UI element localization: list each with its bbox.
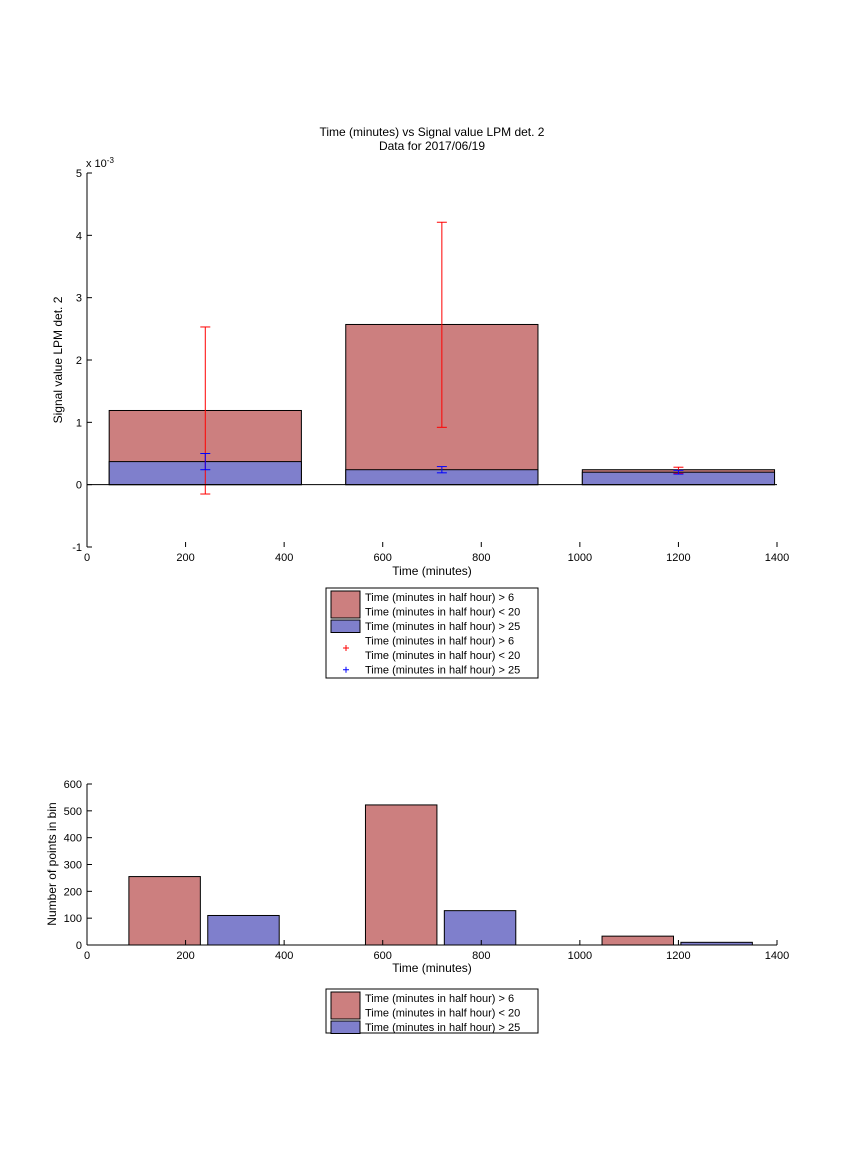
x-axis-label: Time (minutes) xyxy=(392,564,472,578)
legend-box-2 xyxy=(325,988,539,1034)
y-tick-label: 4 xyxy=(76,230,82,242)
signal-chart: Time (minutes) vs Signal value LPM det. … xyxy=(51,125,789,679)
count-bar xyxy=(601,935,674,946)
legend-swatch xyxy=(330,991,361,1020)
legend-swatch xyxy=(330,1020,361,1034)
y-exponent-label: -3 xyxy=(107,156,115,165)
chart-subtitle: Data for 2017/06/19 xyxy=(379,139,485,153)
legend-label: Time (minutes in half hour) > 6 xyxy=(365,993,514,1005)
y-axis-label-2: Number of points in bin xyxy=(45,802,59,925)
bottom-x-tick-label: 1000 xyxy=(568,950,592,962)
chart-title: Time (minutes) vs Signal value LPM det. … xyxy=(320,125,545,139)
bottom-x-tick-label: 0 xyxy=(84,950,90,962)
x-tick-label: 800 xyxy=(472,552,490,564)
x-tick-label: 1200 xyxy=(666,552,690,564)
x-tick-label: 0 xyxy=(84,552,90,564)
y-axis-label: Signal value LPM det. 2 xyxy=(51,296,65,423)
legend-label: Time (minutes in half hour) < 20 xyxy=(365,607,520,619)
y-tick-label: 5 xyxy=(76,168,82,180)
x-tick-label: 1400 xyxy=(765,552,789,564)
legend: Time (minutes in half hour) > 6 Time (min… xyxy=(325,587,539,679)
bottom-x-tick-label: 800 xyxy=(472,950,490,962)
legend-label: Time (minutes in half hour) > 25 xyxy=(365,665,520,677)
x-tick-label: 1000 xyxy=(568,552,592,564)
legend-box xyxy=(325,587,539,679)
bottom-x-tick-label: 600 xyxy=(374,950,392,962)
legend-label: Time (minutes in half hour) < 20 xyxy=(365,650,520,662)
bottom-y-tick-label: 200 xyxy=(64,886,82,898)
legend-2: Time (minutes in half hour) > 6 Time (min… xyxy=(325,988,539,1034)
legend-swatch xyxy=(330,619,361,633)
count-bar xyxy=(443,910,517,946)
legend-label: Time (minutes in half hour) > 25 xyxy=(365,621,520,633)
bottom-x-tick-label: 400 xyxy=(275,950,293,962)
count-bar xyxy=(364,804,438,946)
bottom-y-tick-label: 500 xyxy=(64,806,82,818)
y-tick-label: 0 xyxy=(76,480,82,492)
bottom-y-tick-label: 600 xyxy=(64,779,82,791)
bottom-x-tick-label: 200 xyxy=(176,950,194,962)
bottom-y-tick-label: 400 xyxy=(64,833,82,845)
count-bar xyxy=(128,876,201,946)
legend-label: Time (minutes in half hour) < 20 xyxy=(365,1008,520,1020)
bottom-x-tick-label: 1400 xyxy=(765,950,789,962)
x-tick-label: 400 xyxy=(275,552,293,564)
bottom-y-tick-label: 300 xyxy=(64,860,82,872)
legend-swatch xyxy=(330,590,361,619)
x-axis-label-2: Time (minutes) xyxy=(392,961,472,975)
y-tick-label: 3 xyxy=(76,293,82,305)
count-bar xyxy=(207,914,280,946)
y-tick-label: -1 xyxy=(72,542,82,554)
legend-label: Time (minutes in half hour) > 6 xyxy=(365,592,514,604)
x-tick-label: 200 xyxy=(176,552,194,564)
legend-label: Time (minutes in half hour) > 6 xyxy=(365,636,514,648)
y-multiplier-label: x 10-3 xyxy=(86,156,114,170)
bottom-y-tick-label: 0 xyxy=(76,940,82,952)
count-chart: 0 200 400 600 800 1000 1200 1400 0 100 200 300 400 50… xyxy=(45,779,789,1034)
x-tick-label: 600 xyxy=(374,552,392,564)
bottom-x-tick-label: 1200 xyxy=(666,950,690,962)
bottom-y-tick-label: 100 xyxy=(64,913,82,925)
y-tick-label: 2 xyxy=(76,355,82,367)
legend-label: Time (minutes in half hour) > 25 xyxy=(365,1022,520,1034)
y-tick-label: 1 xyxy=(76,417,82,429)
